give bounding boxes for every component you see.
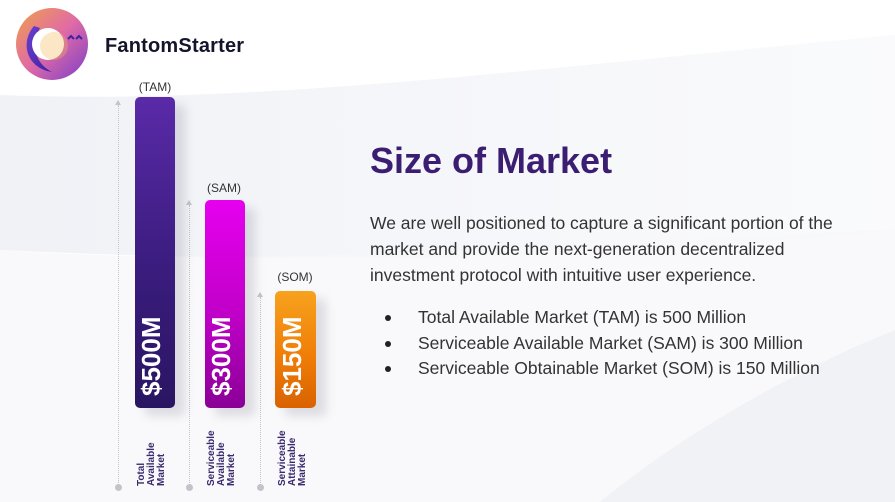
bar-tag-sam: (SAM) [207, 181, 241, 195]
axis-guide-som [260, 297, 261, 485]
bullet-dot-icon [385, 366, 391, 372]
bullet-text: Total Available Market (TAM) is 500 Mill… [418, 307, 747, 327]
slide-title: Size of Market [370, 140, 613, 181]
axis-guide-sam [189, 205, 190, 485]
bar-som: $150M [275, 291, 316, 408]
bullet-item: Serviceable Available Market (SAM) is 30… [380, 331, 820, 357]
bar-label-line: Market [297, 453, 308, 486]
bar-tam: $500M [135, 97, 175, 408]
bullet-text: Serviceable Available Market (SAM) is 30… [418, 332, 803, 353]
axis-dot-sam [186, 484, 193, 491]
bullet-dot-icon [385, 340, 391, 347]
bar-sam: $300M [205, 200, 245, 408]
bullet-list: Total Available Market (TAM) is 500 Mill… [380, 305, 820, 382]
axis-guide-tam [118, 105, 119, 485]
axis-dot-tam [115, 484, 122, 491]
bar-tag-tam: (TAM) [138, 80, 172, 94]
bar-label-line: Market [156, 453, 167, 486]
bar-value-som: $150M [276, 316, 307, 397]
bullet-text: Serviceable Obtainable Market (SOM) is 1… [418, 358, 820, 378]
axis-arrow-tam [115, 100, 121, 105]
bullet-dot-icon [385, 315, 391, 321]
bar-label-som: Serviceable Attainable Market [277, 430, 308, 486]
bullet-item: Total Available Market (TAM) is 500 Mill… [380, 305, 820, 331]
bar-tag-som: (SOM) [277, 270, 313, 284]
bar-value-sam: $300M [206, 316, 236, 397]
fantomstarter-logo [16, 8, 88, 80]
axis-dot-som [257, 484, 264, 491]
bar-label-sam: Serviceable Available Market [206, 430, 237, 486]
bar-label-line: Market [226, 453, 237, 486]
axis-arrow-som [257, 292, 263, 297]
axis-arrow-sam [186, 200, 192, 205]
bullet-item: Serviceable Obtainable Market (SOM) is 1… [380, 356, 820, 382]
bar-label-tam: Total Available Market [136, 442, 167, 486]
bar-value-tam: $500M [136, 316, 166, 397]
brand-name: FantomStarter [105, 35, 245, 57]
slide-description: We are well positioned to capture a sign… [370, 213, 833, 285]
